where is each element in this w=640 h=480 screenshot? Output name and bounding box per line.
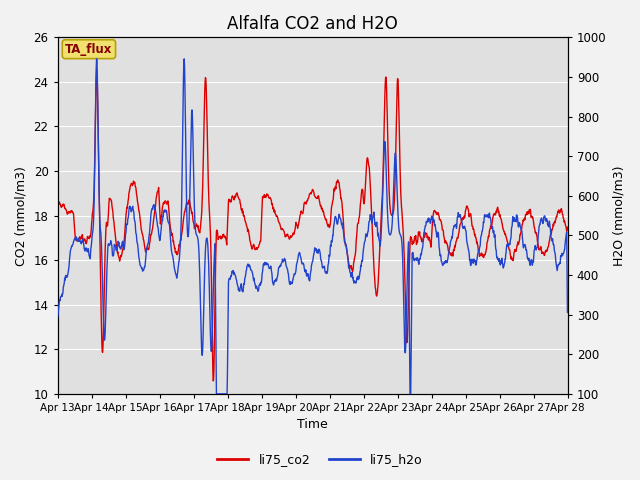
X-axis label: Time: Time [298,419,328,432]
Text: TA_flux: TA_flux [65,43,113,56]
Legend: li75_co2, li75_h2o: li75_co2, li75_h2o [212,448,428,471]
Y-axis label: H2O (mmol/m3): H2O (mmol/m3) [612,165,625,266]
Y-axis label: CO2 (mmol/m3): CO2 (mmol/m3) [15,166,28,265]
Title: Alfalfa CO2 and H2O: Alfalfa CO2 and H2O [227,15,398,33]
